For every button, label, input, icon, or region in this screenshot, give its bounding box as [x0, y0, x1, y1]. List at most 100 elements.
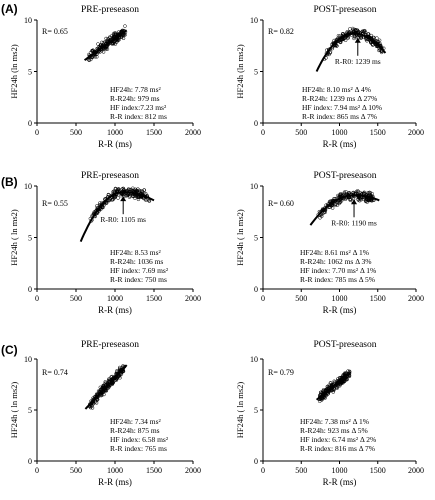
arrow-label: R-R0: 1239 ms [335, 57, 381, 66]
scatter-point [91, 48, 95, 52]
scatter-point [99, 393, 103, 398]
x-tick-label: 500 [295, 466, 307, 475]
scatter-point [98, 201, 102, 205]
scatter-point [337, 200, 342, 205]
scatter-points [316, 189, 376, 220]
scatter-point [328, 51, 332, 55]
x-axis-label: R-R (ms) [323, 305, 357, 315]
chart-panel-5: (C) PRE-preseason 0 500 1000 1500 2000 0 5 10 R-R … [1, 340, 201, 487]
x-tick-label: 500 [70, 128, 82, 137]
x-axis-label: R-R (ms) [323, 477, 357, 487]
y-tick-label: 0 [254, 119, 258, 128]
x-tick-label: 2000 [408, 128, 424, 137]
scatter-point [364, 37, 368, 42]
scatter-point [332, 379, 336, 383]
y-tick-label: 10 [24, 16, 32, 25]
fit-line [83, 29, 128, 61]
scatter-point [116, 37, 120, 42]
x-tick-label: 2000 [408, 466, 424, 475]
stats-line: R-R24h: 875 ms [110, 426, 160, 435]
scatter-point [337, 384, 342, 388]
arrow-label: R-R0: 1190 ms [331, 218, 377, 227]
y-tick-label: 10 [250, 16, 258, 25]
x-tick-label: 0 [261, 128, 265, 137]
stats-line: HF24h: 8.53 ms² [110, 248, 162, 257]
x-axis-label: R-R (ms) [98, 305, 132, 315]
stats-line: R-R index: 750 ms [110, 275, 167, 284]
scatter-point [359, 36, 364, 40]
y-tick-label: 0 [254, 457, 258, 466]
x-tick-label: 500 [295, 294, 307, 303]
scatter-point [106, 386, 110, 390]
x-tick-label: 2000 [185, 466, 201, 475]
stats-line: R-R index: 765 ms [110, 444, 167, 453]
y-tick-label: 5 [254, 68, 258, 77]
scatter-point [140, 189, 145, 194]
stats-line: HF24h: 7.78 ms² [110, 85, 162, 94]
y-axis-label: HF24h (ln ms2) [235, 44, 245, 98]
x-axis-label: R-R (ms) [98, 477, 132, 487]
stats-line: R-R24h: 1239 ms Δ 27% [302, 94, 377, 103]
y-tick-label: 0 [254, 285, 258, 294]
stats-line: R-R index: 816 ms Δ 7% [300, 444, 375, 453]
y-tick-label: 0 [28, 457, 32, 466]
scatter-point [334, 202, 338, 207]
scatter-point [362, 29, 366, 33]
scatter-point [365, 200, 369, 204]
scatter-point [123, 24, 127, 28]
arrow-head [351, 199, 358, 205]
scatter-point [101, 205, 105, 210]
scatter-point [113, 187, 118, 191]
x-tick-label: 1500 [146, 466, 162, 475]
scatter-point [328, 205, 332, 209]
x-tick-label: 1500 [146, 294, 162, 303]
y-tick-label: 5 [28, 406, 32, 415]
scatter-point [343, 197, 348, 202]
scatter-point [344, 377, 349, 382]
x-tick-label: 1500 [370, 128, 386, 137]
scatter-point [101, 384, 106, 389]
scatter-point [367, 191, 371, 195]
scatter-point [345, 35, 350, 40]
panel-label: (C) [1, 343, 18, 357]
x-tick-label: 2000 [408, 294, 424, 303]
scatter-point [94, 401, 99, 405]
x-tick-label: 1000 [107, 128, 123, 137]
x-tick-label: 500 [70, 466, 82, 475]
x-tick-label: 1000 [107, 294, 123, 303]
scatter-point [116, 196, 120, 200]
x-tick-label: 1500 [370, 466, 386, 475]
scatter-point [348, 27, 352, 31]
y-axis-label: HF24h ( ln ms2) [9, 209, 19, 266]
stats-line: R-R24h: 1036 ms [110, 257, 163, 266]
x-tick-label: 0 [35, 466, 39, 475]
scatter-point [111, 381, 115, 385]
x-tick-label: 1000 [332, 466, 348, 475]
scatter-point [351, 28, 355, 32]
x-tick-label: 0 [35, 294, 39, 303]
panel-label: (A) [1, 2, 18, 16]
scatter-point [342, 191, 347, 196]
chart-title: POST-preseason [314, 340, 377, 350]
scatter-point [130, 188, 135, 192]
r-value-label: R= 0.60 [268, 199, 294, 208]
stats-line: R-R index: 812 ms [110, 112, 167, 121]
stats-line: HF24h: 7.38 ms² Δ 1% [300, 417, 369, 426]
y-axis-label: HF24h ( ln ms2) [9, 382, 19, 439]
y-tick-label: 5 [28, 234, 32, 243]
x-axis-label: R-R (ms) [323, 139, 357, 149]
r-value-label: R= 0.82 [268, 27, 294, 36]
chart-title: PRE-preseason [81, 171, 139, 181]
scatter-point [370, 191, 374, 196]
scatter-point [335, 386, 340, 390]
scatter-point [357, 196, 362, 200]
y-tick-label: 10 [250, 182, 258, 191]
scatter-point [338, 40, 343, 44]
scatter-point [118, 365, 122, 370]
y-tick-label: 5 [254, 234, 258, 243]
scatter-point [131, 194, 135, 199]
y-tick-label: 10 [24, 182, 32, 191]
scatter-point [106, 192, 111, 197]
scatter-point [342, 190, 347, 194]
